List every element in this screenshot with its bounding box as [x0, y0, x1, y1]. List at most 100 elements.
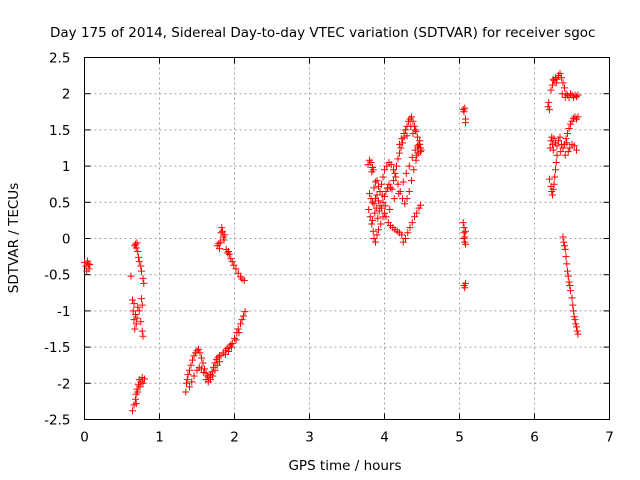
- data-point: [556, 69, 564, 77]
- data-point: [462, 227, 469, 235]
- data-point: [570, 313, 578, 321]
- data-point: [190, 352, 198, 360]
- data-point: [209, 372, 217, 380]
- data-point: [390, 195, 398, 203]
- data-point: [566, 144, 574, 152]
- data-point: [462, 115, 469, 123]
- data-point: [382, 213, 390, 221]
- data-point: [139, 332, 147, 340]
- data-point: [375, 197, 382, 205]
- data-point: [410, 166, 418, 174]
- data-point: [231, 334, 238, 342]
- data-point: [135, 253, 142, 261]
- data-point: [216, 358, 223, 366]
- data-point: [391, 169, 399, 177]
- data-point: [86, 261, 94, 269]
- data-point: [187, 361, 195, 369]
- data-point: [137, 262, 145, 270]
- data-point: [405, 162, 413, 170]
- data-point: [567, 287, 574, 295]
- data-point: [198, 354, 205, 362]
- data-point: [135, 258, 143, 266]
- data-point: [141, 375, 148, 383]
- x-axis-label: GPS time / hours: [288, 458, 401, 474]
- x-tick-label: 0: [80, 430, 89, 446]
- data-point: [570, 142, 578, 150]
- data-point: [221, 231, 229, 239]
- data-point: [366, 190, 373, 198]
- data-point: [217, 229, 225, 237]
- data-point: [408, 113, 415, 121]
- data-point: [378, 191, 386, 199]
- data-point: [195, 345, 202, 353]
- data-point: [84, 260, 92, 268]
- data-point: [129, 407, 136, 415]
- data-point: [409, 130, 417, 138]
- data-point: [81, 258, 88, 266]
- data-point: [408, 153, 416, 161]
- data-point: [238, 316, 246, 324]
- data-point: [550, 180, 558, 188]
- data-point: [408, 177, 415, 185]
- data-point: [228, 343, 235, 351]
- data-point: [574, 113, 582, 121]
- data-point: [136, 383, 144, 391]
- data-point: [216, 245, 223, 253]
- data-point: [405, 187, 413, 195]
- data-point: [183, 376, 191, 384]
- data-point: [365, 206, 373, 214]
- data-point: [402, 169, 410, 177]
- data-point: [558, 90, 566, 98]
- data-point: [219, 227, 226, 235]
- data-point: [403, 195, 411, 203]
- data-point: [386, 206, 394, 214]
- data-point: [559, 79, 567, 87]
- data-point: [394, 180, 402, 188]
- data-point: [225, 347, 232, 355]
- data-point: [462, 240, 469, 248]
- data-point: [387, 161, 395, 169]
- data-point: [399, 178, 407, 186]
- y-tick-label: -1.5: [44, 340, 70, 356]
- data-point: [372, 204, 380, 212]
- data-point: [564, 267, 571, 275]
- data-point: [568, 294, 576, 302]
- data-point: [199, 359, 207, 367]
- data-point: [131, 325, 139, 333]
- data-point: [545, 98, 553, 106]
- data-point: [232, 265, 240, 273]
- y-tick-label: 0: [62, 232, 71, 248]
- data-point: [416, 140, 424, 148]
- data-point: [207, 376, 214, 384]
- y-tick-label: 1: [62, 159, 71, 175]
- data-point: [227, 255, 235, 263]
- data-point: [401, 200, 409, 208]
- data-point: [224, 249, 232, 257]
- data-point: [381, 202, 389, 210]
- data-point: [544, 103, 552, 111]
- data-point: [379, 173, 387, 181]
- data-point: [573, 146, 580, 154]
- y-tick-label: -0.5: [44, 268, 70, 284]
- data-point: [225, 248, 232, 256]
- data-point: [132, 395, 139, 403]
- data-point: [568, 117, 576, 125]
- data-point: [375, 207, 383, 215]
- data-point: [132, 311, 139, 319]
- data-point: [555, 137, 562, 145]
- data-point: [134, 248, 142, 256]
- data-point: [232, 336, 240, 344]
- data-point: [132, 240, 139, 248]
- data-point: [550, 135, 558, 143]
- data-point: [404, 229, 412, 237]
- x-tick-label: 4: [380, 430, 389, 446]
- data-point: [417, 201, 424, 209]
- data-point: [373, 231, 381, 239]
- data-point: [138, 327, 146, 335]
- data-point: [190, 372, 198, 380]
- y-axis-label: SDTVAR / TECUs: [6, 183, 22, 293]
- data-point: [573, 323, 580, 331]
- data-point: [138, 295, 145, 303]
- data-point: [571, 316, 579, 324]
- data-point: [374, 214, 382, 222]
